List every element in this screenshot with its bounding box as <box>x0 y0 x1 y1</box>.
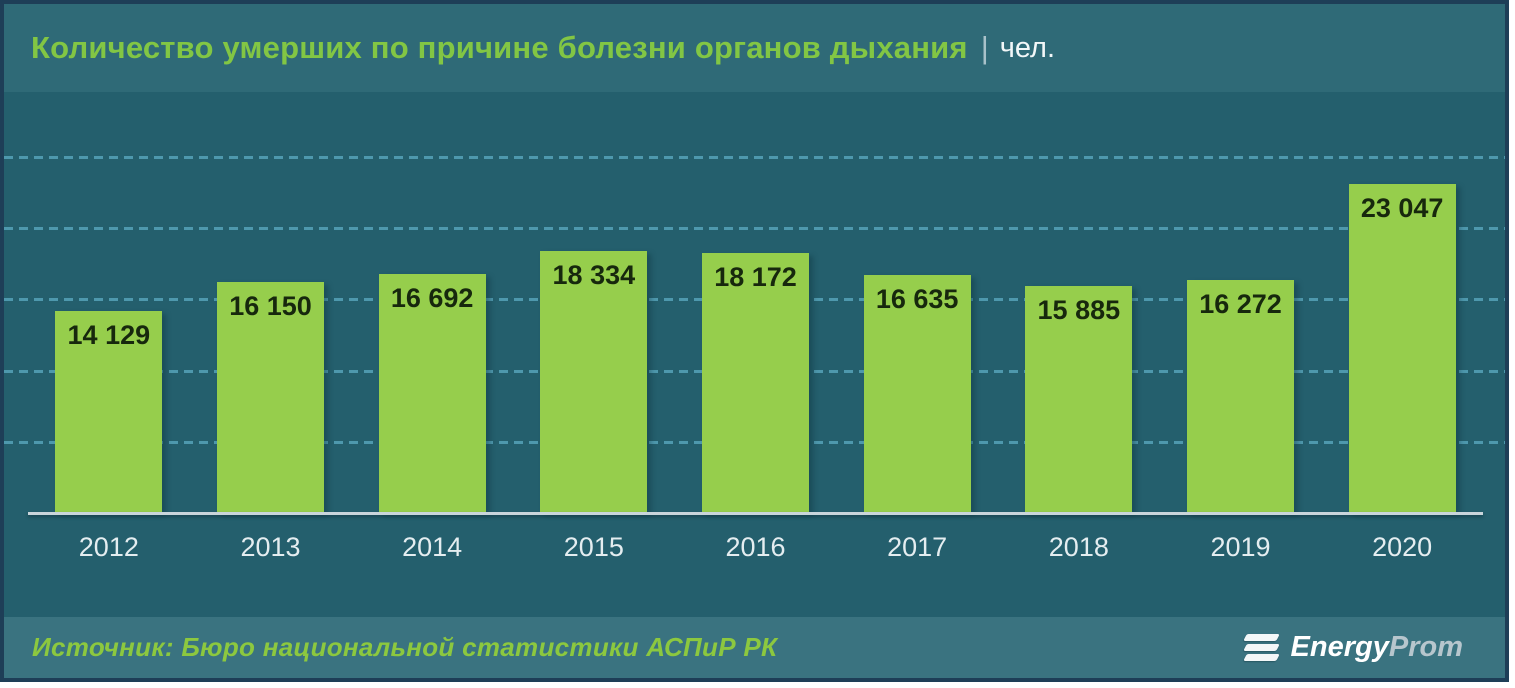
bar-value-label: 16 272 <box>1199 289 1282 319</box>
title-separator: | <box>980 30 989 65</box>
brand-prom: Prom <box>1388 631 1463 663</box>
bar-2020: 23 047 <box>1348 184 1456 512</box>
bar-2016: 18 172 <box>702 253 809 512</box>
x-axis-label-2020: 2020 <box>1372 532 1433 562</box>
gridline-25000 <box>4 156 1505 160</box>
bar-value-label: 18 334 <box>552 260 636 290</box>
gridline-20000 <box>4 227 1505 231</box>
x-axis-label-2019: 2019 <box>1210 532 1271 562</box>
chart-header: Количество умерших по причине болезни ор… <box>4 4 1505 92</box>
x-axis-label-2014: 2014 <box>402 532 463 562</box>
x-axis-label-2015: 2015 <box>563 532 624 562</box>
bar-value-label: 16 150 <box>229 291 312 321</box>
plot-area: 14 129 2012 16 150 2013 16 692 2014 18 334 2015… <box>4 92 1505 617</box>
source-text: Источник: Бюро национальной статистики А… <box>32 632 778 662</box>
bar-2015: 18 334 <box>540 251 648 512</box>
brand-energy: Energy <box>1290 631 1389 663</box>
bar-2018: 15 885 <box>1025 286 1133 512</box>
unit-label: чел. <box>999 31 1056 64</box>
bar-2012: 14 129 <box>55 311 163 512</box>
energyprom-logo-icon <box>1242 634 1280 661</box>
x-axis-label-2016: 2016 <box>725 532 786 562</box>
chart-footer: Источник: Бюро национальной статистики А… <box>4 617 1505 678</box>
bar-value-label: 18 172 <box>714 262 797 292</box>
x-axis-label-2018: 2018 <box>1048 532 1109 562</box>
brand-text: EnergyProm <box>1291 631 1463 664</box>
x-axis-label-2013: 2013 <box>240 532 301 562</box>
bar-value-label: 15 885 <box>1037 295 1121 325</box>
x-axis-label-2012: 2012 <box>78 532 139 562</box>
bar-2014: 16 692 <box>378 274 486 512</box>
x-axis-label-2017: 2017 <box>887 532 948 562</box>
bar-2017: 16 635 <box>863 275 971 512</box>
bar-value-label: 16 692 <box>390 283 474 313</box>
x-axis-line <box>28 512 1483 515</box>
bar-value-label: 23 047 <box>1360 193 1444 223</box>
bar-value-label: 16 635 <box>875 284 959 314</box>
bar-2013: 16 150 <box>217 282 324 512</box>
energyprom-logo: EnergyProm <box>1242 631 1463 664</box>
chart-title: Количество умерших по причине болезни ор… <box>31 30 968 65</box>
bar-value-label: 14 129 <box>67 320 151 350</box>
bar-2019: 16 272 <box>1187 280 1294 512</box>
